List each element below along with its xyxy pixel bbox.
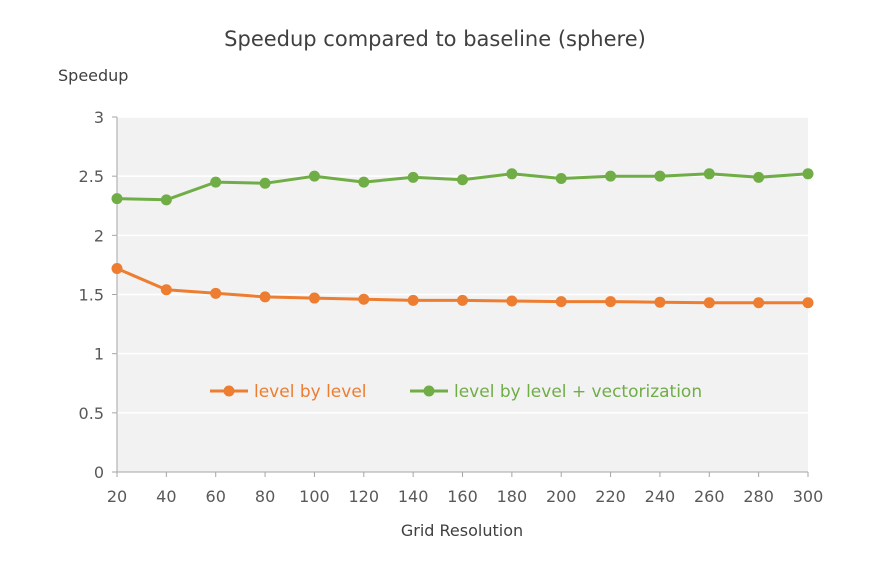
y-tick-label: 0 — [94, 463, 104, 482]
series-1-point — [802, 297, 814, 309]
y-axis-label: Speedup — [58, 66, 128, 85]
series-1-point — [358, 293, 370, 305]
series-2-point — [703, 168, 715, 180]
series-2-point — [506, 168, 518, 180]
y-tick-label: 3 — [94, 108, 104, 127]
plot-area: 0 0.5 1 1.5 2 2.5 3 20 40 60 80 100 120 140 160 180 200 2… — [79, 108, 824, 506]
x-tick-label: 240 — [645, 487, 676, 506]
chart-title: Speedup compared to baseline (sphere) — [224, 27, 646, 51]
x-tick-label: 260 — [694, 487, 725, 506]
series-1-point — [506, 295, 518, 307]
x-tick-label: 140 — [398, 487, 429, 506]
series-2-point — [753, 171, 765, 183]
series-1-point — [605, 296, 617, 308]
legend-marker-2 — [423, 385, 435, 397]
x-tick-label: 160 — [447, 487, 478, 506]
series-2-point — [111, 193, 123, 205]
series-1-point — [210, 287, 222, 299]
series-1-point — [308, 292, 320, 304]
series-2-point — [457, 174, 468, 186]
x-tick-label: 100 — [299, 487, 330, 506]
series-2-point — [407, 171, 419, 183]
series-2-point — [555, 173, 567, 185]
legend-label-1: level by level — [254, 382, 367, 402]
x-tick-label: 60 — [206, 487, 226, 506]
series-2-point — [605, 170, 617, 182]
x-tick-label: 200 — [546, 487, 577, 506]
y-tick-label: 1.5 — [79, 286, 104, 305]
x-tick-label: 280 — [743, 487, 774, 506]
series-1-point — [555, 296, 567, 308]
x-axis-label: Grid Resolution — [401, 521, 523, 540]
series-2-point — [160, 194, 172, 206]
series-1-point — [457, 294, 468, 306]
x-tick-label: 300 — [793, 487, 824, 506]
y-tick-label: 2 — [94, 226, 104, 245]
series-1-point — [111, 262, 123, 274]
x-tick-label: 20 — [107, 487, 127, 506]
series-2-point — [358, 176, 370, 188]
series-1-point — [259, 291, 271, 303]
series-2-point — [259, 177, 271, 189]
x-tick-label: 80 — [255, 487, 275, 506]
series-2-point — [654, 170, 666, 182]
legend: level by level level by level + vectoriza… — [210, 382, 702, 402]
x-tick-label: 220 — [595, 487, 626, 506]
series-1-point — [407, 294, 419, 306]
x-tick-label: 40 — [156, 487, 176, 506]
legend-marker-1 — [223, 385, 235, 397]
series-1-point — [160, 284, 172, 296]
y-tick-label: 2.5 — [79, 167, 104, 186]
series-1-point — [753, 297, 765, 309]
series-2-point — [802, 168, 814, 180]
legend-label-2: level by level + vectorization — [454, 382, 702, 402]
series-2-point — [308, 170, 320, 182]
x-tick-label: 180 — [497, 487, 528, 506]
y-tick-label: 1 — [94, 345, 104, 364]
series-2-point — [210, 176, 222, 188]
x-tick-label: 120 — [349, 487, 380, 506]
y-tick-label: 0.5 — [79, 404, 104, 423]
series-1-point — [654, 296, 666, 308]
series-1-point — [703, 297, 715, 309]
